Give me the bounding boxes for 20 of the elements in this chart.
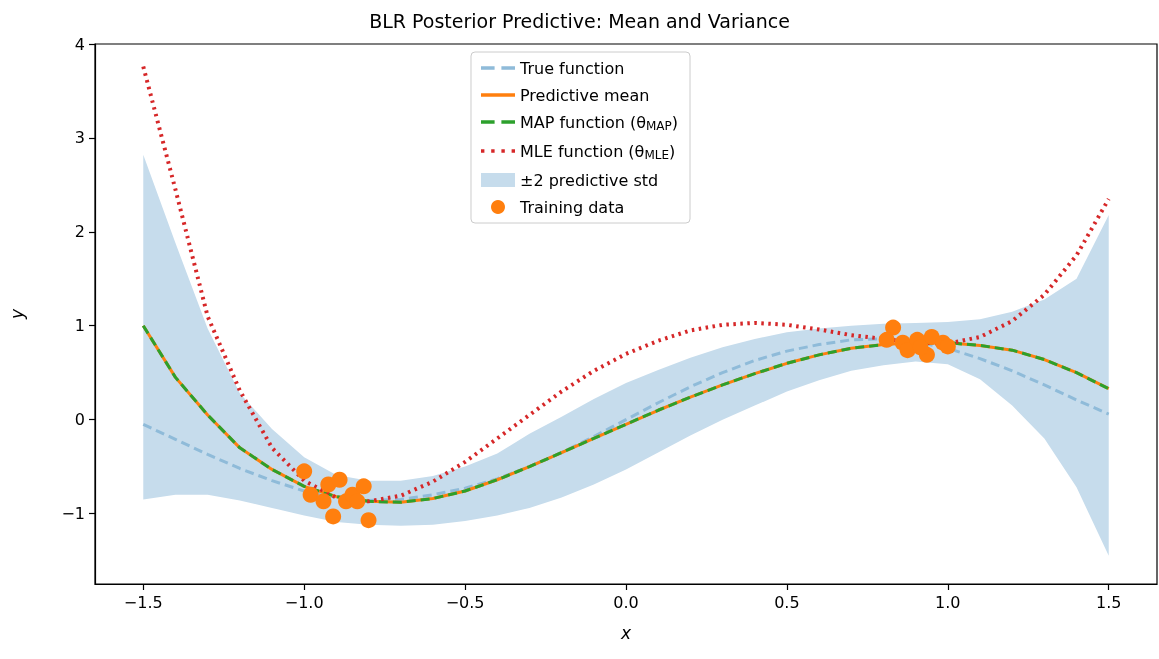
- x-tick-label: 0.5: [774, 592, 800, 612]
- y-tick-label: 3: [74, 128, 85, 148]
- y-tick-label: 2: [74, 222, 85, 242]
- x-tick-label: 1.0: [935, 592, 961, 612]
- x-tick-label: −1.0: [284, 592, 324, 612]
- legend-label: ±2 predictive std: [520, 170, 659, 190]
- legend-label: True function: [519, 58, 625, 78]
- chart-title: BLR Posterior Predictive: Mean and Variance: [369, 9, 790, 32]
- x-tick-label: −0.5: [445, 592, 485, 612]
- x-axis-title: x: [619, 622, 632, 643]
- x-tick-label: 1.5: [1096, 592, 1122, 612]
- y-tick-label: 1: [74, 316, 85, 336]
- legend-label: Training data: [519, 197, 625, 217]
- x-tick-label: −1.5: [123, 592, 163, 612]
- x-tick-label: 0.0: [613, 592, 639, 612]
- y-tick-label: 0: [74, 410, 85, 430]
- y-tick-label: −1: [61, 504, 85, 524]
- legend-label: Predictive mean: [520, 85, 650, 105]
- y-axis-title: y: [6, 308, 27, 321]
- y-tick-label: 4: [74, 34, 85, 54]
